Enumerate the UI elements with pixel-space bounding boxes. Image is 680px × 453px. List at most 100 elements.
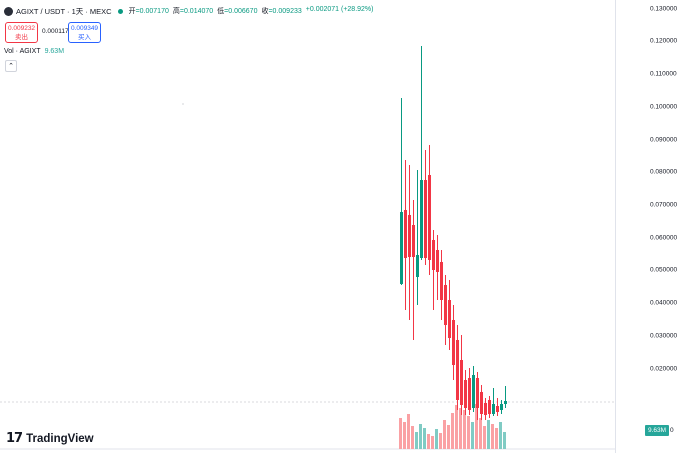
candle-body: [472, 375, 475, 408]
volume-bar: [407, 414, 410, 449]
candle-body: [424, 180, 427, 258]
price-axis-tick: 0.100000: [650, 103, 678, 111]
volume-bars: [399, 404, 506, 449]
volume-bar: [487, 420, 490, 449]
candle-body: [432, 240, 435, 270]
candle-body: [408, 215, 411, 257]
price-axis-tick: 0.040000: [650, 299, 678, 307]
volume-value: 9.63M: [44, 48, 65, 55]
dot-marker: [182, 103, 184, 105]
close-label: 收: [261, 8, 269, 15]
candle-body: [496, 406, 499, 412]
volume-bar: [415, 432, 418, 449]
candlestick-chart[interactable]: [0, 0, 615, 453]
volume-bar: [443, 420, 446, 449]
price-axis-tick: 0.120000: [650, 37, 678, 45]
buy-button[interactable]: 0.009349 买入: [68, 22, 101, 43]
candle-body: [400, 212, 403, 284]
ohlc-values: 开=0.007170 高=0.014070 低=0.006670 收=0.009…: [129, 6, 374, 16]
buy-price: 0.009349: [70, 25, 99, 32]
sell-label: 卖出: [15, 34, 28, 41]
volume-bar: [419, 424, 422, 449]
low-value: =0.006670: [224, 8, 258, 15]
symbol-logo-icon: [4, 6, 13, 16]
candle-body: [416, 255, 419, 277]
volume-bar: [423, 428, 426, 449]
volume-bar: [479, 418, 482, 449]
tradingview-wordmark: TradingView: [26, 432, 94, 445]
collapse-legend-button[interactable]: ⌃: [5, 60, 17, 72]
price-axis-tick: 0.060000: [650, 234, 678, 242]
volume-bar: [439, 433, 442, 449]
candle-body: [460, 360, 463, 405]
volume-bar: [399, 418, 402, 449]
price-axis-tick: 0.130000: [650, 5, 678, 13]
price-axis[interactable]: 0.130000 0.120000 0.110000 0.100000 0.09…: [615, 0, 680, 453]
volume-bar: [499, 422, 502, 449]
candle-body: [468, 378, 471, 410]
candle-body: [492, 404, 495, 414]
candle-body: [436, 250, 439, 272]
volume-bar: [427, 434, 430, 449]
volume-label: Vol · AGIXT: [4, 48, 41, 55]
volume-bar: [411, 426, 414, 449]
high-label: 高: [172, 8, 180, 15]
buy-label: 买入: [78, 34, 91, 41]
volume-bar: [483, 426, 486, 449]
open-label: 开: [128, 8, 136, 15]
volume-badge: 9.63M: [645, 425, 669, 436]
volume-badge-suffix: 0: [670, 427, 674, 434]
close-value: =0.009233: [268, 8, 302, 15]
price-axis-tick: 0.080000: [650, 168, 678, 176]
volume-bar: [431, 436, 434, 449]
volume-bar: [503, 432, 506, 449]
price-axis-tick: 0.050000: [650, 266, 678, 274]
volume-bar: [459, 408, 462, 449]
volume-bar: [491, 424, 494, 449]
candle-body: [448, 300, 451, 338]
volume-bar: [467, 416, 470, 449]
volume-bar: [455, 405, 458, 449]
low-label: 低: [217, 8, 225, 15]
candle-body: [488, 400, 491, 414]
candle-body: [456, 340, 459, 400]
market-status-icon[interactable]: [117, 8, 123, 14]
volume-bar: [447, 425, 450, 449]
price-axis-tick: 0.070000: [650, 201, 678, 209]
candle-body: [420, 180, 423, 258]
candle-body: [464, 380, 467, 408]
volume-bar: [435, 429, 438, 449]
volume-legend[interactable]: Vol · AGIXT 9.63M: [4, 48, 64, 55]
sell-price: 0.009232: [7, 25, 36, 32]
candle-body: [500, 404, 503, 410]
high-value: =0.014070: [179, 8, 214, 15]
candle-body: [444, 285, 447, 325]
sell-button[interactable]: 0.009232 卖出: [5, 22, 38, 43]
candle-body: [412, 225, 415, 257]
price-axis-tick: 0.030000: [650, 332, 678, 340]
candle-body: [404, 210, 407, 258]
candle-body: [504, 401, 507, 404]
change-value: +0.002071 (+28.92%): [305, 6, 374, 13]
symbol-title[interactable]: AGIXT / USDT · 1天 · MEXC: [16, 6, 112, 16]
volume-bar: [495, 428, 498, 449]
price-axis-border: [615, 0, 616, 453]
spread-value: 0.000117: [42, 28, 69, 35]
volume-bar: [475, 404, 478, 449]
price-axis-tick: 0.090000: [650, 136, 678, 144]
volume-bar: [451, 413, 454, 449]
volume-bar: [463, 410, 466, 449]
open-value: =0.007170: [135, 8, 169, 15]
price-axis-tick: 0.110000: [650, 70, 677, 78]
price-axis-tick: 0.020000: [650, 365, 678, 373]
candle-body: [480, 392, 483, 414]
chart-legend: AGIXT / USDT · 1天 · MEXC 开=0.007170 高=0.…: [4, 4, 374, 18]
tradingview-logo[interactable]: 17 TradingView: [6, 431, 94, 446]
candle-body: [484, 403, 487, 415]
chevron-up-icon: ⌃: [8, 63, 14, 70]
candle-body: [428, 175, 431, 260]
volume-bar: [471, 422, 474, 449]
candles: [400, 46, 507, 420]
tradingview-mark-icon: 17: [6, 431, 23, 446]
candle-body: [452, 320, 455, 365]
